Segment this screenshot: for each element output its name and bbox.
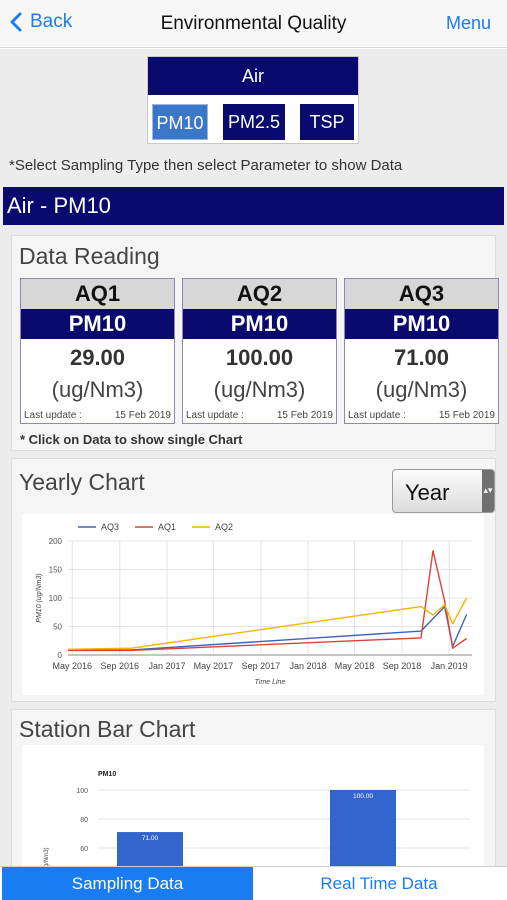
content-area[interactable]: Air PM10 PM2.5 TSP *Select Sampling Type…: [0, 49, 507, 866]
parameter-name: PM10: [183, 309, 336, 339]
station-bar-chart-title: Station Bar Chart: [19, 716, 196, 742]
x-tick-label: May 2017: [194, 661, 234, 671]
last-update: Last update : 15 Feb 2019: [186, 410, 333, 421]
last-update-label: Last update :: [348, 410, 406, 421]
y-tick-label: 50: [53, 623, 62, 632]
station-name: AQ2: [183, 279, 336, 309]
chart-click-hint: * Click on Data to show single Chart: [20, 432, 243, 447]
sampling-type-air[interactable]: Air: [148, 57, 358, 95]
parameter-name: PM10: [345, 309, 498, 339]
station-bar-chart-svg: PM10 60 80 100 (ug/Nm3) 71.00 100.00: [44, 771, 470, 866]
legend-label-aq2: AQ2: [215, 522, 233, 532]
y-tick-label: 100: [49, 594, 63, 603]
x-axis-label: Time Line: [255, 679, 286, 686]
tab-real-time-data[interactable]: Real Time Data: [253, 867, 505, 900]
yearly-chart-card: Yearly Chart Year ▴▾ 0 50 100 150 200 May 201…: [11, 458, 496, 702]
y-tick-label: 150: [49, 566, 63, 575]
select-handle-icon: ▴▾: [482, 470, 494, 512]
reading-card-aq1[interactable]: AQ1 PM10 29.00 (ug/Nm3) Last update : 15…: [20, 278, 175, 424]
data-reading-card: Data Reading AQ1 PM10 29.00 (ug/Nm3) Las…: [11, 235, 499, 451]
x-tick-label: Sep 2018: [383, 661, 422, 671]
param-button-pm25[interactable]: PM2.5: [223, 104, 285, 140]
last-update-date: 15 Feb 2019: [114, 410, 171, 421]
bar-aq3[interactable]: [117, 832, 183, 866]
param-button-pm10[interactable]: PM10: [152, 104, 208, 140]
reading-card-aq3[interactable]: AQ3 PM10 71.00 (ug/Nm3) Last update : 15…: [344, 278, 499, 424]
last-update: Last update : 15 Feb 2019: [348, 410, 495, 421]
last-update: Last update : 15 Feb 2019: [24, 410, 171, 421]
station-bar-chart-card: Station Bar Chart PM10 60 80 100 (ug/Nm3) 71.…: [11, 709, 496, 866]
navigation-bar: Back Environmental Quality Menu: [0, 0, 507, 48]
series-line-aq2[interactable]: [67, 597, 468, 650]
last-update-label: Last update :: [24, 410, 82, 421]
y-axis-label: (ug/Nm3): [44, 847, 50, 866]
parameter-selector: Air PM10 PM2.5 TSP: [147, 56, 359, 144]
reading-value: 29.00: [69, 345, 126, 370]
chevron-left-icon: [10, 12, 22, 32]
bar-aq2[interactable]: [330, 790, 396, 866]
reading-unit: (ug/Nm3): [375, 377, 468, 402]
y-tick-label: 0: [58, 651, 63, 660]
legend-label-aq3: AQ3: [101, 522, 119, 532]
selection-hint: *Select Sampling Type then select Parame…: [9, 157, 403, 174]
param-button-tsp[interactable]: TSP: [300, 104, 354, 140]
bar-chart-title: PM10: [98, 771, 116, 778]
reading-value: 71.00: [393, 345, 450, 370]
reading-unit: (ug/Nm3): [213, 377, 306, 402]
reading-value: 100.00: [225, 345, 294, 370]
station-name: AQ3: [345, 279, 498, 309]
menu-button[interactable]: Menu: [445, 13, 491, 33]
last-update-date: 15 Feb 2019: [276, 410, 333, 421]
page-title: Environmental Quality: [160, 13, 347, 34]
y-tick-label: 100: [76, 788, 88, 795]
legend-label-aq1: AQ1: [158, 522, 176, 532]
bar-value-label: 71.00: [142, 835, 159, 842]
y-tick-label: 60: [80, 846, 88, 853]
x-tick-label: Sep 2017: [242, 661, 281, 671]
x-tick-label: May 2018: [335, 661, 375, 671]
x-tick-label: Jan 2017: [148, 661, 185, 671]
y-axis-label: PM10 (ug/Nm3): [36, 573, 43, 622]
period-select[interactable]: Year ▴▾: [392, 469, 495, 513]
data-reading-title: Data Reading: [19, 243, 160, 269]
yearly-line-chart[interactable]: 0 50 100 150 200 May 2016 Sep 2016 Jan 2017 May …: [22, 514, 484, 695]
section-title: Air - PM10: [3, 187, 504, 225]
back-button[interactable]: Back: [10, 11, 72, 33]
parameter-name: PM10: [21, 309, 174, 339]
x-tick-label: May 2016: [52, 661, 92, 671]
last-update-date: 15 Feb 2019: [438, 410, 495, 421]
reading-unit: (ug/Nm3): [51, 377, 144, 402]
y-tick-label: 80: [80, 817, 88, 824]
x-tick-label: Jan 2019: [431, 661, 468, 671]
last-update-label: Last update :: [186, 410, 244, 421]
yearly-chart-title: Yearly Chart: [19, 469, 145, 495]
x-tick-label: Jan 2018: [290, 661, 327, 671]
back-label: Back: [30, 11, 73, 32]
station-bar-chart[interactable]: PM10 60 80 100 (ug/Nm3) 71.00 100.00: [22, 745, 484, 866]
period-select-value: Year: [405, 480, 450, 505]
yearly-line-chart-svg: 0 50 100 150 200 May 2016 Sep 2016 Jan 2017 May …: [36, 522, 472, 686]
y-tick-label: 200: [49, 537, 63, 546]
tab-sampling-data[interactable]: Sampling Data: [2, 867, 253, 900]
bottom-tab-bar: Sampling Data Real Time Data: [0, 866, 507, 900]
reading-card-aq2[interactable]: AQ2 PM10 100.00 (ug/Nm3) Last update : 1…: [182, 278, 337, 424]
series-line-aq1[interactable]: [68, 550, 468, 652]
x-tick-label: Sep 2016: [101, 661, 140, 671]
bar-value-label: 100.00: [353, 793, 373, 800]
station-name: AQ1: [21, 279, 174, 309]
